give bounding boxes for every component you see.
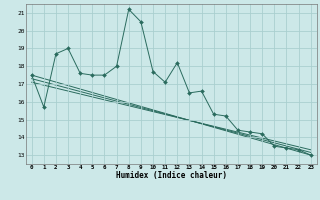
X-axis label: Humidex (Indice chaleur): Humidex (Indice chaleur)	[116, 171, 227, 180]
